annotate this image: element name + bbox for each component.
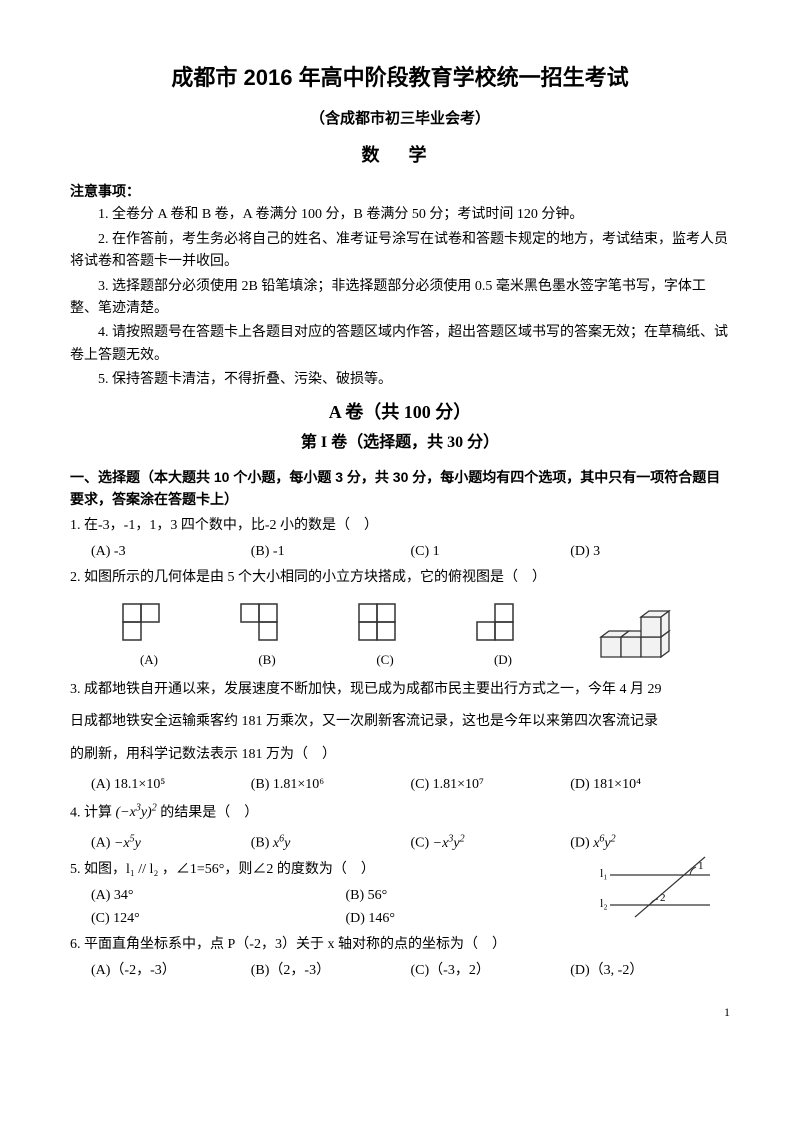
q4-opt-c: (C) −x3y2: [411, 831, 571, 855]
shape-c-icon: [355, 600, 415, 646]
q1-opt-c: (C) 1: [411, 541, 571, 563]
q1-opt-a: (A) -3: [91, 541, 251, 563]
q4-expr: (−x3y)2: [116, 805, 157, 820]
part1-title: 第 I 卷（选择题，共 30 分）: [70, 430, 730, 456]
shape-b-icon: [237, 600, 297, 646]
q2-label-c: (C): [355, 650, 415, 671]
notice-heading: 注意事项：: [70, 180, 730, 202]
q2-stem: 2. 如图所示的几何体是由 5 个大小相同的小立方块搭成，它的俯视图是（ ）: [70, 567, 730, 589]
q2-fig-a: (A): [119, 600, 179, 671]
solid-icon: [591, 607, 681, 671]
q5-opt-d: (D) 146°: [346, 908, 601, 930]
q4-opt-a: (A) −x5y: [91, 831, 251, 855]
q2-fig-b: (B): [237, 600, 297, 671]
q5-opt-b: (B) 56°: [346, 885, 601, 907]
notice-item: 3. 选择题部分必须使用 2B 铅笔填涂；非选择题部分必须使用 0.5 毫米黑色…: [70, 276, 730, 321]
q2-figures: (A) (B) (C) (D): [90, 600, 710, 671]
q2-label-d: (D): [473, 650, 533, 671]
q5-opt-a: (A) 34°: [91, 885, 346, 907]
q3-line3: 的刷新，用科学记数法表示 181 万为（ ）: [70, 742, 730, 769]
q3-options: (A) 18.1×10⁵ (B) 1.81×10⁶ (C) 1.81×10⁷ (…: [70, 774, 730, 796]
notice-item: 2. 在作答前，考生务必将自己的姓名、准考证号涂写在试卷和答题卡规定的地方，考试…: [70, 229, 730, 274]
q6-options: (A)（-2，-3） (B)（2，-3） (C)（-3，2） (D)（3, -2…: [70, 960, 730, 982]
q3-line2: 日成都地铁安全运输乘客约 181 万乘次，又一次刷新客流记录，这也是今年以来第四…: [70, 709, 730, 736]
q1-stem: 1. 在-3，-1，1，3 四个数中，比-2 小的数是（ ）: [70, 515, 730, 537]
q4-options: (A) −x5y (B) x6y (C) −x3y2 (D) x6y2: [70, 831, 730, 855]
q2-fig-c: (C): [355, 600, 415, 671]
q4-opt-d: (D) x6y2: [570, 831, 730, 855]
exam-title: 成都市 2016 年高中阶段教育学校统一招生考试: [70, 60, 730, 95]
q5-angle2-label: 2: [660, 892, 666, 904]
notice-item: 4. 请按照题号在答题卡上各题目对应的答题区域内作答，超出答题区域书写的答案无效…: [70, 322, 730, 367]
q2-fig-d: (D): [473, 600, 533, 671]
q3-opt-a: (A) 18.1×10⁵: [91, 774, 251, 796]
q5-angle1-label: 1: [698, 860, 704, 872]
notice-item: 1. 全卷分 A 卷和 B 卷，A 卷满分 100 分，B 卷满分 50 分；考…: [70, 204, 730, 226]
shape-d-icon: [473, 600, 533, 646]
subject-title: 数 学: [70, 141, 730, 170]
q1-options: (A) -3 (B) -1 (C) 1 (D) 3: [70, 541, 730, 563]
exam-subtitle: （含成都市初三毕业会考）: [70, 107, 730, 131]
q4-stem: 4. 计算 (−x3y)2 的结果是（ ）: [70, 801, 730, 825]
part1-heading: 一、选择题（本大题共 10 个小题，每小题 3 分，共 30 分，每小题均有四个…: [70, 466, 730, 511]
q2-label-b: (B): [237, 650, 297, 671]
q2-label-a: (A): [119, 650, 179, 671]
q1-opt-d: (D) 3: [570, 541, 730, 563]
q3-opt-b: (B) 1.81×10⁶: [251, 774, 411, 796]
page-number: 1: [70, 1003, 730, 1022]
q4-stem-post: 的结果是（ ）: [160, 805, 258, 820]
q5-opt-c: (C) 124°: [91, 908, 346, 930]
q5-l1-label: l₁: [600, 866, 608, 880]
q3-opt-d: (D) 181×10⁴: [570, 774, 730, 796]
q2-solid: [591, 607, 681, 671]
q5-options: (A) 34° (B) 56° (C) 124° (D) 146°: [70, 885, 600, 930]
parallel-lines-icon: l₁ l₂ 1 2: [600, 855, 730, 925]
notice-item: 5. 保持答题卡清洁，不得折叠、污染、破损等。: [70, 369, 730, 391]
section-a-title: A 卷（共 100 分）: [70, 398, 730, 427]
q6-opt-d: (D)（3, -2）: [570, 960, 730, 982]
q6-opt-c: (C)（-3，2）: [411, 960, 571, 982]
q3-line1: 3. 成都地铁自开通以来，发展速度不断加快，现已成为成都市民主要出行方式之一，今…: [70, 677, 730, 704]
q6-opt-b: (B)（2，-3）: [251, 960, 411, 982]
q6-opt-a: (A)（-2，-3）: [91, 960, 251, 982]
q5-row: 5. 如图，l₁ // l₂ ，∠1=56°，则∠2 的度数为（ ） (A) 3…: [70, 855, 730, 930]
q3-opt-c: (C) 1.81×10⁷: [411, 774, 571, 796]
q5-stem: 5. 如图，l₁ // l₂ ，∠1=56°，则∠2 的度数为（ ）: [70, 859, 600, 881]
q4-stem-pre: 4. 计算: [70, 805, 112, 820]
q4-opt-b: (B) x6y: [251, 831, 411, 855]
q6-stem: 6. 平面直角坐标系中，点 P（-2，3）关于 x 轴对称的点的坐标为（ ）: [70, 934, 730, 956]
q1-opt-b: (B) -1: [251, 541, 411, 563]
q5-l2-label: l₂: [600, 896, 608, 910]
shape-a-icon: [119, 600, 179, 646]
